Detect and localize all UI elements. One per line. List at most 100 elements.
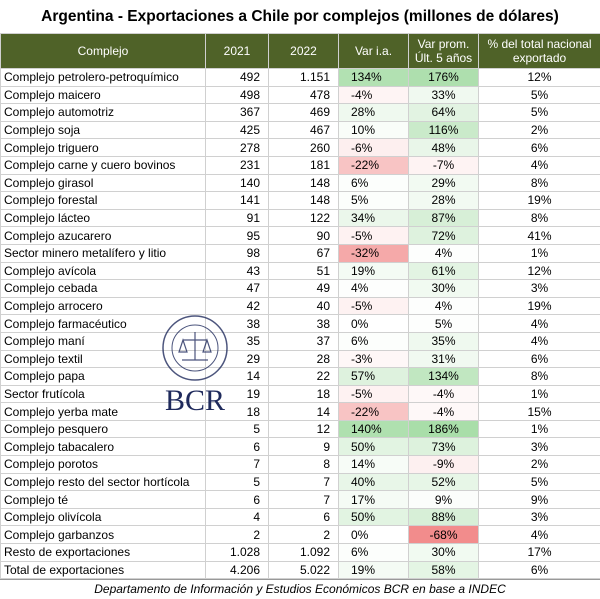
cell: 38 xyxy=(205,314,269,333)
header-cell: Var prom. Últ. 5 años xyxy=(408,33,479,69)
cell: 41% xyxy=(478,226,600,245)
cell: 2 xyxy=(205,525,269,545)
cell: 67 xyxy=(268,243,339,263)
cell: 4% xyxy=(478,525,600,545)
cell: 14 xyxy=(268,402,339,421)
cell: 87% xyxy=(408,208,479,228)
cell: 5 xyxy=(205,472,269,492)
row: Complejo carne y cuero bovinos 231 181 -22%… xyxy=(0,155,600,175)
cell: Complejo forestal xyxy=(0,191,206,210)
cell: 9 xyxy=(268,437,339,457)
cell: 38 xyxy=(268,314,339,333)
cell: 140 xyxy=(205,173,269,193)
row: Complejo resto del sector hortícola 5 7 40%… xyxy=(0,472,600,492)
row: Complejo pesquero 5 12 140% 186% 1% xyxy=(0,419,600,439)
cell: 5 xyxy=(205,419,269,439)
cell: 278 xyxy=(205,138,269,157)
cell: 31% xyxy=(408,349,479,369)
cell: 4% xyxy=(408,243,479,263)
cell: 8 xyxy=(268,455,339,474)
cell: 6 xyxy=(268,507,339,527)
row: Sector frutícola 19 18 -5% -4% 1% xyxy=(0,384,600,404)
cell: 30% xyxy=(408,279,479,298)
cell: 0% xyxy=(338,525,409,545)
cell: 58% xyxy=(408,560,479,580)
cell: 478 xyxy=(268,85,339,105)
row: Sector minero metalífero y litio 98 67 -32%… xyxy=(0,243,600,263)
row: Complejo triguero 278 260 -6% 48% 6% xyxy=(0,138,600,157)
cell: 4.206 xyxy=(205,560,269,580)
cell: 6% xyxy=(478,349,600,369)
header-cell: 2021 xyxy=(205,33,269,69)
row: Total de exportaciones 4.206 5.022 19% 58% 6% xyxy=(0,560,600,580)
cell: Total de exportaciones xyxy=(0,560,206,580)
cell: 141 xyxy=(205,191,269,210)
cell: Complejo papa xyxy=(0,367,206,386)
cell: 6% xyxy=(338,173,409,193)
cell: -4% xyxy=(408,384,479,404)
cell: 231 xyxy=(205,155,269,175)
cell: 19% xyxy=(478,191,600,210)
cell: 29% xyxy=(408,173,479,193)
cell: -5% xyxy=(338,226,409,245)
cell: Complejo petrolero-petroquímico xyxy=(0,68,206,87)
row: Resto de exportaciones 1.028 1.092 6% 30% 17% xyxy=(0,543,600,562)
cell: 43 xyxy=(205,261,269,281)
cell: 8% xyxy=(478,367,600,386)
cell: 28% xyxy=(408,191,479,210)
cell: 6 xyxy=(205,437,269,457)
cell: 19 xyxy=(205,384,269,404)
cell: 5% xyxy=(408,314,479,333)
cell: 88% xyxy=(408,507,479,527)
cell: 367 xyxy=(205,103,269,122)
cell: -4% xyxy=(338,85,409,105)
cell: 19% xyxy=(338,261,409,281)
cell: -32% xyxy=(338,243,409,263)
cell: 50% xyxy=(338,507,409,527)
cell: Complejo lácteo xyxy=(0,208,206,228)
cell: Complejo pesquero xyxy=(0,419,206,439)
cell: Complejo textil xyxy=(0,349,206,369)
cell: Complejo arrocero xyxy=(0,296,206,316)
cell: 5% xyxy=(478,472,600,492)
cell: 49 xyxy=(268,279,339,298)
cell: 2% xyxy=(478,120,600,140)
cell: 260 xyxy=(268,138,339,157)
cell: 1.092 xyxy=(268,543,339,562)
row: Complejo petrolero-petroquímico 492 1.151 1… xyxy=(0,68,600,87)
cell: 34% xyxy=(338,208,409,228)
row: Complejo farmacéutico 38 38 0% 5% 4% xyxy=(0,314,600,333)
cell: 498 xyxy=(205,85,269,105)
row: Complejo textil 29 28 -3% 31% 6% xyxy=(0,349,600,369)
cell: 425 xyxy=(205,120,269,140)
cell: Complejo maní xyxy=(0,331,206,351)
cell: 90 xyxy=(268,226,339,245)
cell: 134% xyxy=(408,367,479,386)
cell: -6% xyxy=(338,138,409,157)
cell: 6% xyxy=(338,543,409,562)
row: Complejo olivícola 4 6 50% 88% 3% xyxy=(0,507,600,527)
cell: 47 xyxy=(205,279,269,298)
cell: Complejo azucarero xyxy=(0,226,206,245)
cell: 116% xyxy=(408,120,479,140)
cell: -22% xyxy=(338,155,409,175)
cell: 64% xyxy=(408,103,479,122)
cell: Complejo maicero xyxy=(0,85,206,105)
row: Complejo té 6 7 17% 9% 9% xyxy=(0,490,600,509)
footer: Departamento de Información y Estudios E… xyxy=(0,579,600,598)
cell: 4% xyxy=(478,331,600,351)
cell: 186% xyxy=(408,419,479,439)
row: Complejo garbanzos 2 2 0% -68% 4% xyxy=(0,525,600,545)
cell: 492 xyxy=(205,68,269,87)
cell: -9% xyxy=(408,455,479,474)
cell: 12% xyxy=(478,68,600,87)
cell: 4 xyxy=(205,507,269,527)
row: Complejo papa 14 22 57% 134% 8% xyxy=(0,367,600,386)
cell: 134% xyxy=(338,68,409,87)
cell: 0% xyxy=(338,314,409,333)
cell: 17% xyxy=(478,543,600,562)
cell: Complejo avícola xyxy=(0,261,206,281)
row: Complejo lácteo 91 122 34% 87% 8% xyxy=(0,208,600,228)
cell: 52% xyxy=(408,472,479,492)
